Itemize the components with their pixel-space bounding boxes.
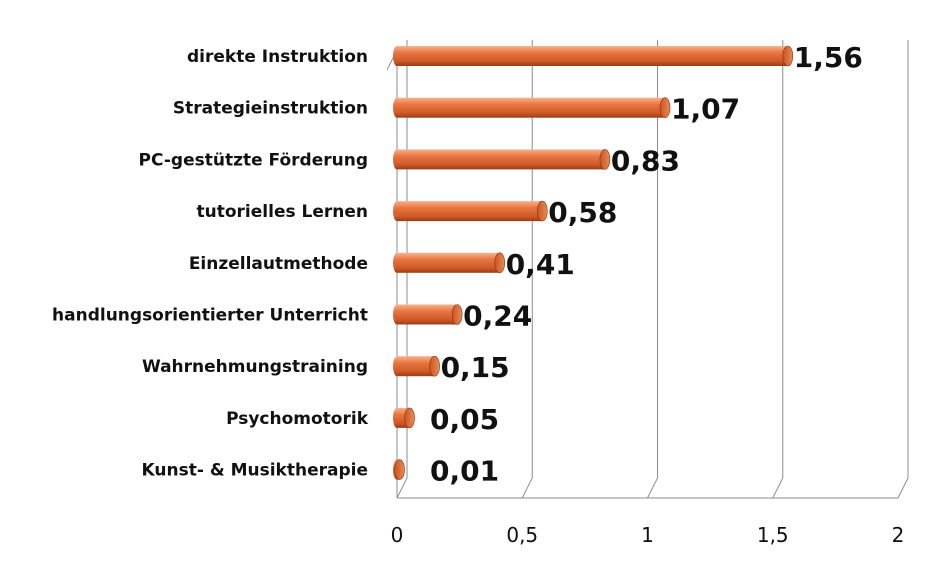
bar-end-cap-1 [659,97,671,118]
category-label-3: tutorielles Lernen [197,202,368,222]
x-tick-label-1: 0,5 [506,523,538,547]
labels-layer: 0 0,5 1 1,5 2 direkte Instruktion 1,56 Strategi… [52,41,904,547]
x-tick-label-3: 1,5 [757,523,789,547]
floor-gridline-2 [647,477,658,499]
bar-4 [393,252,506,274]
bar-start-cap-2 [393,149,401,170]
bar-start-cap-6 [393,356,401,377]
bar-0 [393,45,794,67]
floor-gridline-1 [521,477,533,499]
bar-start-cap-1 [393,97,401,118]
bar-body-0 [397,46,788,66]
value-label-8: 0,01 [430,455,499,488]
bar-end-cap-7 [404,407,415,429]
value-label-5: 0,24 [463,300,532,333]
category-label-0: direkte Instruktion [187,47,368,67]
bar-5 [393,304,463,325]
bar-end-cap-8 [394,459,405,480]
bar-body-1 [397,97,666,118]
category-label-4: Einzellautmethode [189,254,368,274]
bar-end-cap-2 [599,149,611,170]
bar-2 [393,149,611,170]
bars-layer [393,45,794,480]
bar-end-cap-6 [429,355,440,377]
x-tick-label-0: 0 [391,523,404,547]
bar-body-5 [397,304,458,325]
floor-gridline-0 [396,477,408,499]
bar-start-cap-0 [393,46,401,66]
bar-7 [393,407,415,429]
floor-gridline-3 [772,477,784,499]
value-label-6: 0,15 [441,351,510,384]
bar-start-cap-3 [393,201,401,222]
value-label-0: 1,56 [794,41,863,74]
category-label-5: handlungsorientierter Unterricht [52,306,368,326]
category-label-6: Wahrnehmungstraining [142,357,368,377]
category-label-2: PC-gestützte Förderung [139,150,368,170]
bar-6 [393,355,440,377]
value-label-1: 1,07 [671,93,740,126]
x-tick-label-2: 1 [641,523,654,547]
bar-end-cap-5 [451,304,463,325]
category-label-7: Psychomotorik [226,409,369,429]
bar-end-cap-0 [782,45,794,67]
bar-start-cap-4 [393,252,401,273]
category-label-8: Kunst- & Musiktherapie [142,461,368,481]
bar-3 [393,200,548,222]
x-tick-label-4: 2 [892,523,905,547]
bar-body-4 [397,252,500,273]
category-label-1: Strategieinstruktion [173,99,368,119]
bar-start-cap-7 [393,407,401,428]
value-label-7: 0,05 [430,403,499,436]
bar-body-2 [397,149,605,170]
bar-8 [393,459,405,480]
value-label-4: 0,41 [506,248,575,281]
floor-gridline-4 [897,477,909,499]
bar-end-cap-3 [536,200,548,222]
value-label-2: 0,83 [611,144,680,177]
bar-body-6 [397,356,435,377]
bar-start-cap-5 [393,304,401,325]
bar-body-3 [397,201,543,222]
bar-end-cap-4 [494,252,506,274]
bar-1 [393,97,671,118]
value-label-3: 0,58 [548,196,617,229]
